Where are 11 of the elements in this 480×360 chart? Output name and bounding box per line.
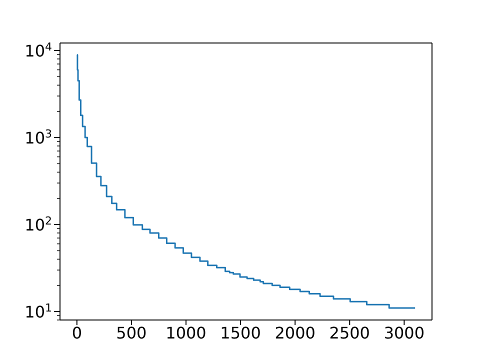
x-tick-label: 1000 <box>166 323 206 342</box>
x-tick-label: 1500 <box>220 323 261 342</box>
y-tick-label: 10$^{2}$ <box>24 214 52 235</box>
x-tick-label: 0 <box>72 323 82 342</box>
x-tick-label: 3000 <box>384 323 425 342</box>
y-tick-label: 10$^{3}$ <box>24 127 52 148</box>
x-tick-label: 2500 <box>329 323 370 342</box>
y-tick-label: 10$^{4}$ <box>24 40 52 61</box>
y-tick-label: 10$^{1}$ <box>24 301 52 322</box>
x-tick-label: 2000 <box>274 323 316 342</box>
x-tick-label: 500 <box>116 323 147 342</box>
